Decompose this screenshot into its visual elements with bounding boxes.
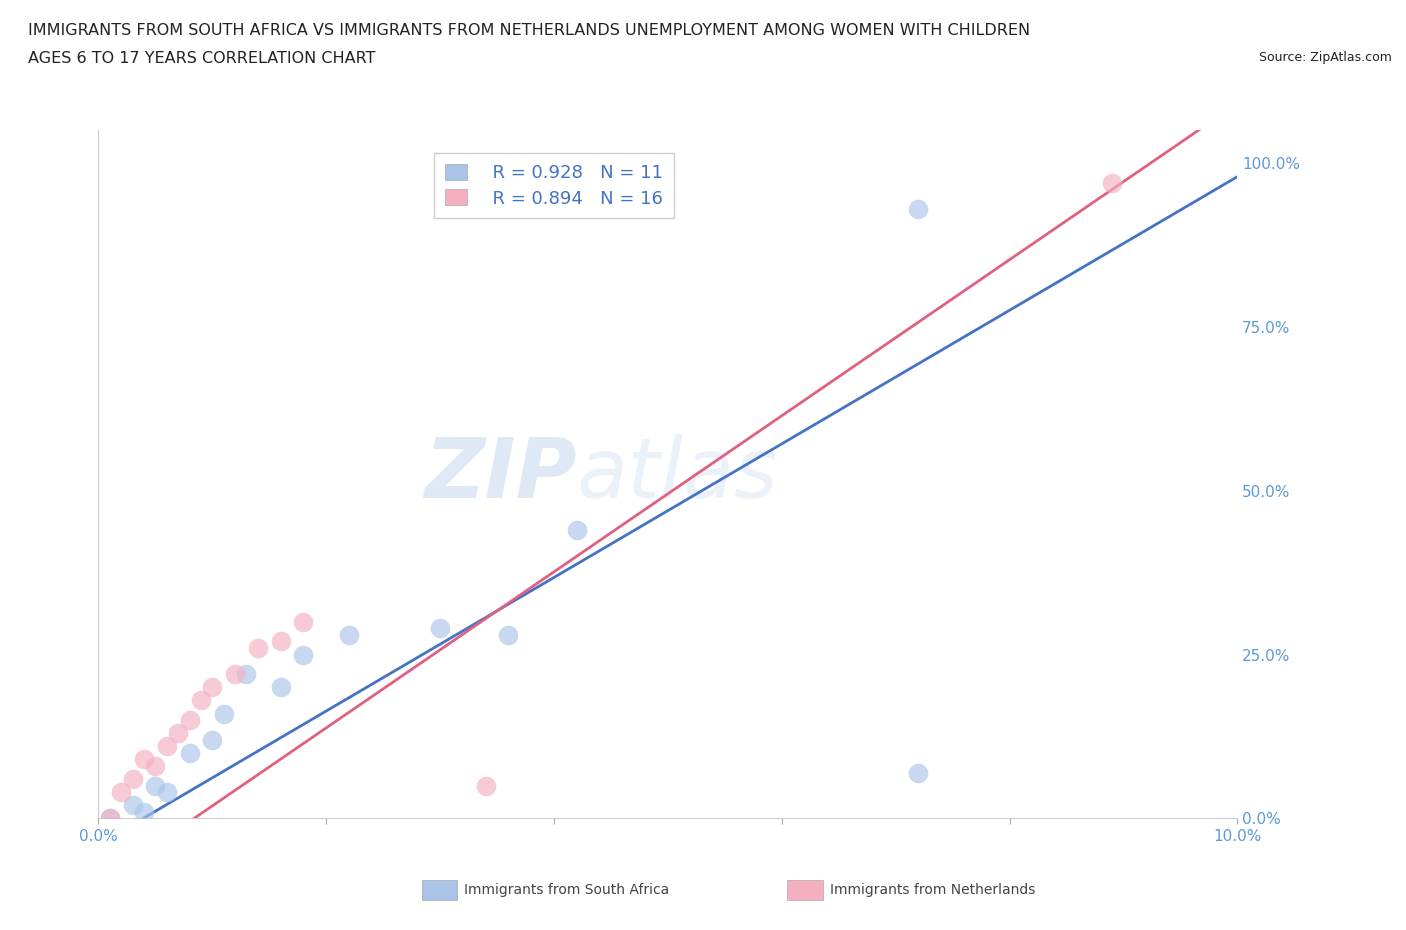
Point xyxy=(292,647,315,662)
Point xyxy=(907,765,929,780)
Text: Immigrants from South Africa: Immigrants from South Africa xyxy=(464,883,669,897)
Point xyxy=(121,772,143,787)
Point xyxy=(145,778,167,793)
Point xyxy=(498,628,520,643)
Point xyxy=(132,752,155,767)
Point xyxy=(110,785,132,800)
Point xyxy=(145,759,167,774)
Point xyxy=(292,615,315,630)
Point xyxy=(565,523,588,538)
Text: ZIP: ZIP xyxy=(425,433,576,515)
Point xyxy=(98,811,121,826)
Point xyxy=(156,738,179,753)
Point xyxy=(132,804,155,819)
Point xyxy=(121,798,143,813)
Point xyxy=(1101,175,1123,190)
Point xyxy=(156,785,179,800)
Point xyxy=(167,725,190,740)
Point xyxy=(212,706,235,721)
Point xyxy=(179,746,201,761)
Legend:   R = 0.928   N = 11,   R = 0.894   N = 16: R = 0.928 N = 11, R = 0.894 N = 16 xyxy=(434,153,673,219)
Point xyxy=(907,202,929,217)
Point xyxy=(337,628,360,643)
Point xyxy=(246,641,269,656)
Text: Immigrants from Netherlands: Immigrants from Netherlands xyxy=(830,883,1035,897)
Point xyxy=(235,667,257,682)
Text: IMMIGRANTS FROM SOUTH AFRICA VS IMMIGRANTS FROM NETHERLANDS UNEMPLOYMENT AMONG W: IMMIGRANTS FROM SOUTH AFRICA VS IMMIGRAN… xyxy=(28,23,1031,38)
Point xyxy=(270,634,292,649)
Point xyxy=(224,667,246,682)
Point xyxy=(474,778,496,793)
Point xyxy=(190,693,212,708)
Text: Source: ZipAtlas.com: Source: ZipAtlas.com xyxy=(1258,51,1392,64)
Text: atlas: atlas xyxy=(576,433,779,515)
Point xyxy=(98,811,121,826)
Text: AGES 6 TO 17 YEARS CORRELATION CHART: AGES 6 TO 17 YEARS CORRELATION CHART xyxy=(28,51,375,66)
Point xyxy=(201,732,224,747)
Point xyxy=(429,621,451,636)
Point xyxy=(565,175,588,190)
Point xyxy=(201,680,224,695)
Point xyxy=(270,680,292,695)
Point xyxy=(179,712,201,727)
